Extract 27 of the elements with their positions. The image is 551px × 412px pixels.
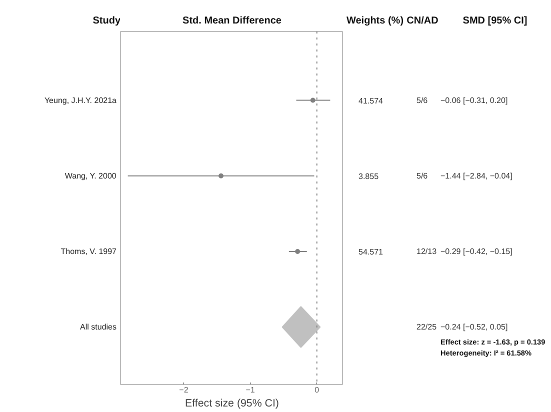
text: −0.06 [−0.31, 0.20] — [440, 96, 508, 105]
x-axis-title: Effect size (95% CI) — [185, 398, 279, 410]
text: 5/6 — [416, 96, 428, 105]
chart-title: Std. Mean Difference — [182, 16, 282, 26]
y-tick-label: All studies — [80, 322, 117, 332]
text: 3.855 — [358, 172, 380, 181]
text: Weights (%) — [346, 16, 404, 26]
y-tick-label: Thoms, V. 1997 — [60, 246, 118, 256]
point — [218, 173, 224, 178]
y-tick-label: Wang, Y. 2000 — [64, 171, 117, 180]
text: SMD [95% CI] — [462, 16, 528, 26]
text: 12/13 — [416, 246, 438, 256]
text: −0.29 [−0.42, −0.15] — [440, 246, 512, 256]
point — [310, 98, 316, 103]
text: 54.571 — [358, 247, 384, 256]
x-tick-label: −2 — [179, 386, 189, 394]
text: 5/6 — [416, 171, 428, 180]
text: 22/25 — [416, 322, 438, 332]
point — [295, 248, 300, 254]
x-tick-label: 0 — [314, 386, 320, 394]
y-tick-label: Yeung, J.H.Y. 2021a — [44, 96, 118, 105]
point — [282, 306, 321, 348]
text: 41.574 — [358, 96, 384, 106]
x-tick-label: −1 — [246, 386, 256, 394]
text: −1.44 [−2.84, −0.04] — [440, 171, 512, 180]
text: CN/AD — [406, 16, 438, 26]
text: −0.24 [−0.52, 0.05] — [440, 322, 508, 332]
